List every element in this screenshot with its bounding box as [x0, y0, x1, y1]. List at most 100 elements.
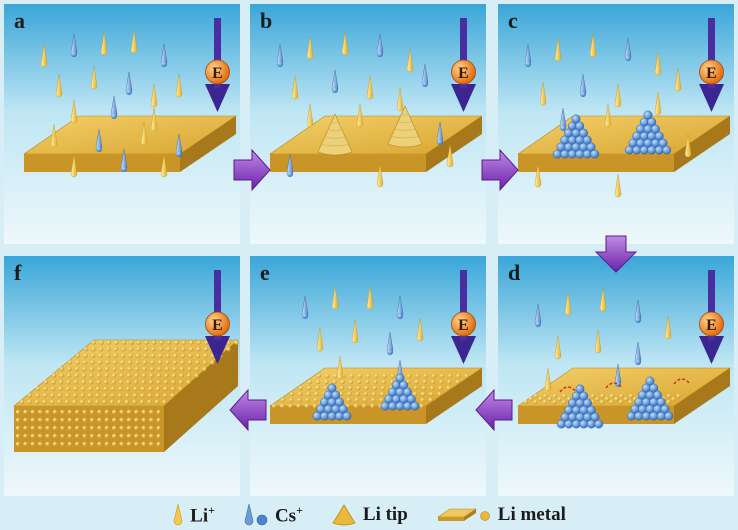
li-atom: [119, 366, 125, 372]
li-atom: [119, 373, 124, 378]
li-ion: [416, 317, 424, 342]
li-atom: [30, 441, 35, 447]
li-atom: [296, 403, 301, 409]
li-atom: [430, 385, 435, 391]
li-atom: [136, 347, 141, 352]
li-atom: [75, 353, 81, 358]
li-atom: [379, 397, 384, 403]
li-atom: [82, 425, 87, 431]
li-atom: [165, 353, 171, 358]
li-atom: [142, 360, 148, 365]
li-atom: [117, 399, 122, 405]
panel-a-scene: E: [4, 4, 240, 244]
li-atom: [202, 360, 208, 365]
li-ion: [614, 83, 622, 108]
li-atom: [187, 366, 192, 372]
li-atom: [156, 409, 161, 415]
li-ion: [539, 81, 547, 106]
li-atom: [30, 433, 35, 439]
legend-li-tip: Li tip: [331, 503, 408, 527]
cs-ion-ball: [586, 405, 596, 415]
field-arrowhead: [205, 336, 230, 364]
cs-ion-ball: [643, 110, 653, 120]
li-atom: [590, 393, 596, 399]
li-ion: [366, 285, 374, 310]
li-atom: [19, 399, 25, 405]
cs-ion-ball: [96, 146, 102, 152]
li-atom: [81, 380, 86, 385]
li-atom: [126, 380, 131, 385]
li-atom: [119, 441, 124, 447]
panel-d-scene: E: [498, 256, 734, 496]
li-metal-slab-front: [270, 154, 426, 172]
li-atom: [30, 409, 35, 415]
li-atom: [27, 393, 33, 398]
li-atom: [614, 396, 619, 402]
cs-ion-ball: [111, 113, 117, 119]
panel-f-scene: E: [4, 256, 240, 496]
li-atom: [119, 425, 124, 431]
cs-ion-charge: +: [296, 502, 303, 517]
cs-ion-ball: [660, 404, 670, 414]
li-atom: [149, 441, 154, 447]
panel-e-label: e: [260, 260, 270, 285]
li-ion: [366, 75, 374, 100]
cs-ion-ball: [594, 419, 604, 429]
li-atom: [89, 441, 95, 447]
migration-path: [605, 382, 623, 389]
li-atom: [134, 433, 139, 439]
cs-ion-ball: [579, 128, 588, 138]
li-atom: [15, 425, 21, 431]
li-ion: [331, 285, 339, 310]
li-atom: [67, 360, 73, 365]
cs-ion-ball: [338, 404, 348, 414]
li-atom: [157, 360, 163, 365]
li-atom: [64, 399, 70, 405]
cs-ion-ball: [653, 390, 662, 400]
li-atom: [42, 399, 47, 405]
migration-path: [559, 386, 577, 393]
li-atom: [113, 353, 118, 358]
li-atom: [112, 441, 117, 447]
li-atom: [141, 380, 146, 385]
li-atom: [195, 353, 201, 358]
li-atom: [111, 373, 117, 378]
field-e-icon: [451, 59, 476, 85]
li-atom: [542, 399, 548, 405]
li-atom: [428, 397, 433, 403]
li-atom: [106, 340, 112, 345]
li-tip-cone: [317, 113, 353, 156]
li-atom: [196, 340, 202, 345]
li-atom: [623, 396, 629, 402]
li-atom: [187, 360, 193, 365]
cs-ion-ball: [575, 121, 585, 131]
li-atom: [67, 366, 72, 372]
li-metal-icon: [436, 508, 490, 521]
li-atom: [110, 393, 115, 398]
li-atom: [156, 373, 162, 378]
field-shaft: [708, 18, 715, 64]
li-atom: [180, 353, 186, 358]
li-atom: [421, 385, 427, 391]
li-atom: [23, 417, 28, 423]
li-atom: [210, 360, 215, 365]
field-shaft-lower: [460, 334, 467, 340]
li-atom: [23, 441, 28, 447]
li-atom: [49, 399, 55, 405]
li-atom: [95, 393, 100, 398]
li-atom: [347, 391, 352, 397]
li-atom: [381, 379, 386, 385]
li-atom: [423, 373, 428, 379]
li-atom: [154, 399, 160, 405]
li-atom: [38, 425, 43, 431]
li-atom: [89, 433, 95, 439]
li-atom: [422, 379, 427, 385]
field-e-icon: [451, 311, 476, 337]
li-atom: [464, 373, 469, 379]
li-ion: [150, 83, 158, 108]
li-atom: [150, 353, 156, 358]
li-atom: [148, 380, 154, 385]
li-atom: [82, 441, 87, 447]
li-atom: [165, 360, 170, 365]
li-ion: [396, 87, 404, 112]
